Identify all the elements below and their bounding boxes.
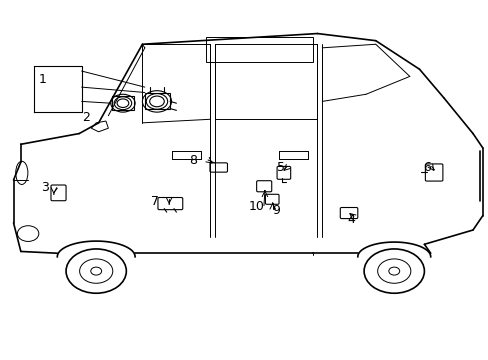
Text: 3: 3 [41, 181, 49, 194]
Bar [144, 93, 170, 109]
Text: 1: 1 [39, 73, 46, 86]
Text: 4: 4 [347, 213, 355, 226]
Text: 6: 6 [422, 161, 430, 174]
Circle shape [388, 267, 399, 275]
Text: 7: 7 [150, 195, 158, 208]
Polygon shape [91, 121, 108, 132]
Bar [205, 37, 312, 62]
Text: 5: 5 [276, 161, 285, 174]
Text: 9: 9 [272, 204, 280, 217]
Bar [112, 96, 134, 111]
Circle shape [91, 267, 102, 275]
Text: 8: 8 [189, 154, 197, 167]
Text: 2: 2 [82, 111, 90, 124]
Text: 10: 10 [248, 200, 264, 213]
